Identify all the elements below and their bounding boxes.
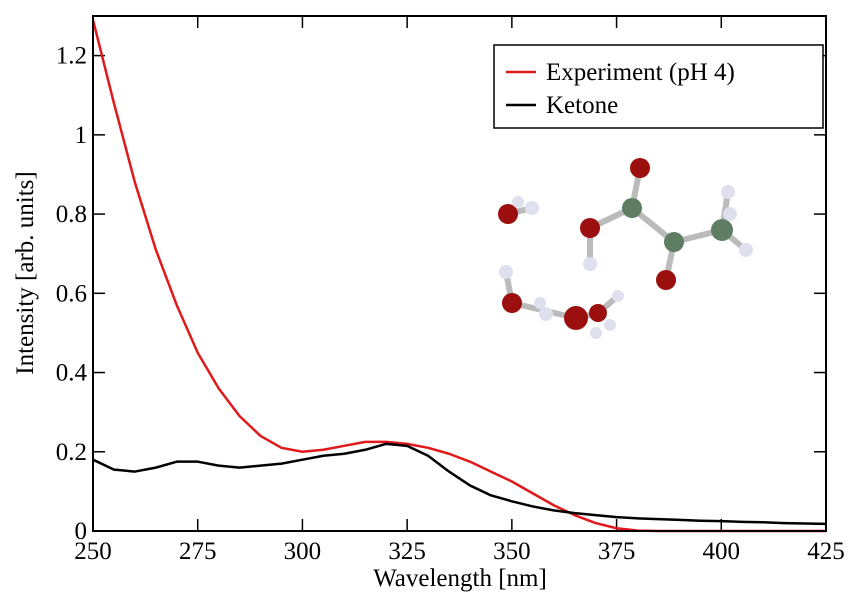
y-axis-label: Intensity [arb. units] <box>12 171 39 374</box>
y-tick-label: 0.2 <box>56 439 87 466</box>
data-line <box>92 442 827 526</box>
x-tick-label: 375 <box>598 538 636 565</box>
plot-frame <box>92 15 827 532</box>
molecule-atoms <box>498 158 753 339</box>
x-axis-label: Wavelength [nm] <box>373 565 547 592</box>
x-tick-label: 425 <box>807 538 845 565</box>
x-tick-label: 400 <box>703 538 741 565</box>
y-tick-label: 1.2 <box>56 43 87 70</box>
y-tick-label: 0.4 <box>56 360 88 387</box>
x-tick-label: 325 <box>388 538 426 565</box>
legend-box <box>493 44 824 129</box>
x-tick-label: 300 <box>284 538 322 565</box>
y-tick-label: 0 <box>75 518 88 545</box>
x-tick-label: 350 <box>493 538 531 565</box>
y-tick-label: 1 <box>75 122 88 149</box>
legend-label: Ketone <box>546 92 618 119</box>
y-tick-label: 0.8 <box>56 201 87 228</box>
x-tick-label: 250 <box>74 538 112 565</box>
y-tick-label: 0.6 <box>56 280 87 307</box>
molecule-illustration <box>503 167 748 321</box>
legend-label: Experiment (pH 4) <box>546 59 735 86</box>
x-tick-label: 275 <box>179 538 217 565</box>
